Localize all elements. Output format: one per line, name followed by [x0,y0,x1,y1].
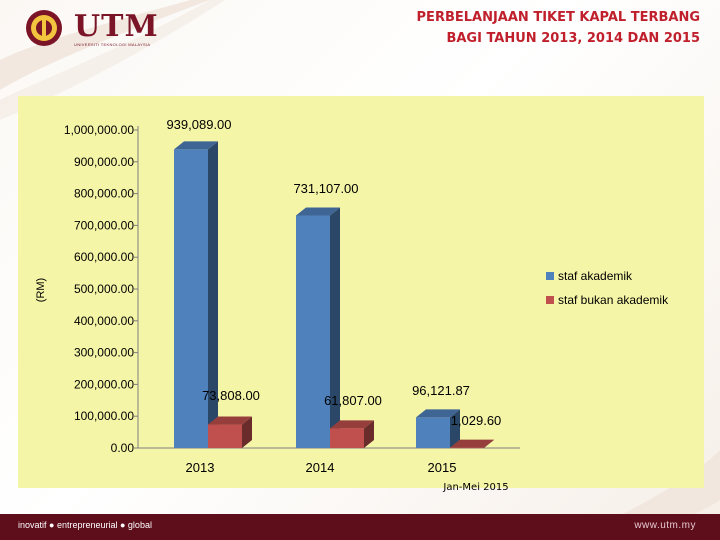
data-label: 96,121.87 [412,383,470,398]
x-tick-label: 2013 [186,460,215,475]
legend-swatch [546,296,554,304]
bar-side-akademik [208,141,218,449]
bar-top-bukan-akademik [330,420,374,429]
bar-akademik-2013 [174,149,208,449]
bar-akademik-2014 [296,215,330,448]
footer-url: www.utm.my [634,520,696,531]
y-tick-label: 100,000.00 [74,409,134,423]
data-label: 1,029.60 [451,413,502,428]
x-tick-label: 2014 [306,460,335,475]
bar-top-bukan-akademik [208,416,252,425]
slide-title-line-2: BAGI TAHUN 2013, 2014 DAN 2015 [446,31,700,46]
category-note: Jan-Mei 2015 [442,482,508,493]
legend-swatch [546,272,554,280]
y-tick-label: 0.00 [111,441,135,455]
y-tick-label: 1,000,000.00 [64,123,134,137]
legend-label: staf bukan akademik [558,293,669,307]
slide-title-line-1: PERBELANJAAN TIKET KAPAL TERBANG [416,10,700,25]
y-tick-label: 600,000.00 [74,250,134,264]
bar-top-akademik [416,409,460,418]
y-tick-label: 800,000.00 [74,187,134,201]
y-tick-label: 700,000.00 [74,218,134,232]
utm-logo: UTM UNIVERSITI TEKNOLOGI MALAYSIA [16,6,159,47]
bar-side-bukan-akademik [242,416,252,448]
data-label: 61,807.00 [324,393,382,408]
bar-side-bukan-akademik [484,439,494,448]
footer-bar: inovatif ● entrepreneurial ● global www.… [0,514,720,540]
y-tick-label: 900,000.00 [74,155,134,169]
logo-subtitle: UNIVERSITI TEKNOLOGI MALAYSIA [74,42,151,47]
bar-side-akademik [450,409,460,448]
y-tick-label: 200,000.00 [74,377,134,391]
bar-bukan-akademik-2013 [208,424,242,448]
bar-bukan-akademik-2015 [450,447,484,449]
utm-crest-icon [26,10,62,46]
data-label: 939,089.00 [166,117,231,132]
bar-bukan-akademik-2014 [330,428,364,448]
data-label: 731,107.00 [293,181,358,196]
y-tick-label: 400,000.00 [74,314,134,328]
data-label: 73,808.00 [202,388,260,403]
logo-text: UTM [74,9,159,44]
bar-top-bukan-akademik [450,439,494,448]
y-axis-title: (RM) [35,278,47,302]
bar-top-akademik [296,207,340,216]
bar-akademik-2015 [416,417,450,448]
legend-label: staf akademik [558,269,633,283]
footer-tagline: inovatif ● entrepreneurial ● global [18,520,152,530]
y-tick-label: 500,000.00 [74,282,134,296]
bar-side-akademik [330,207,340,448]
bar-side-bukan-akademik [364,420,374,448]
bar-top-akademik [174,141,218,150]
y-tick-label: 300,000.00 [74,346,134,360]
x-tick-label: 2015 [428,460,457,475]
